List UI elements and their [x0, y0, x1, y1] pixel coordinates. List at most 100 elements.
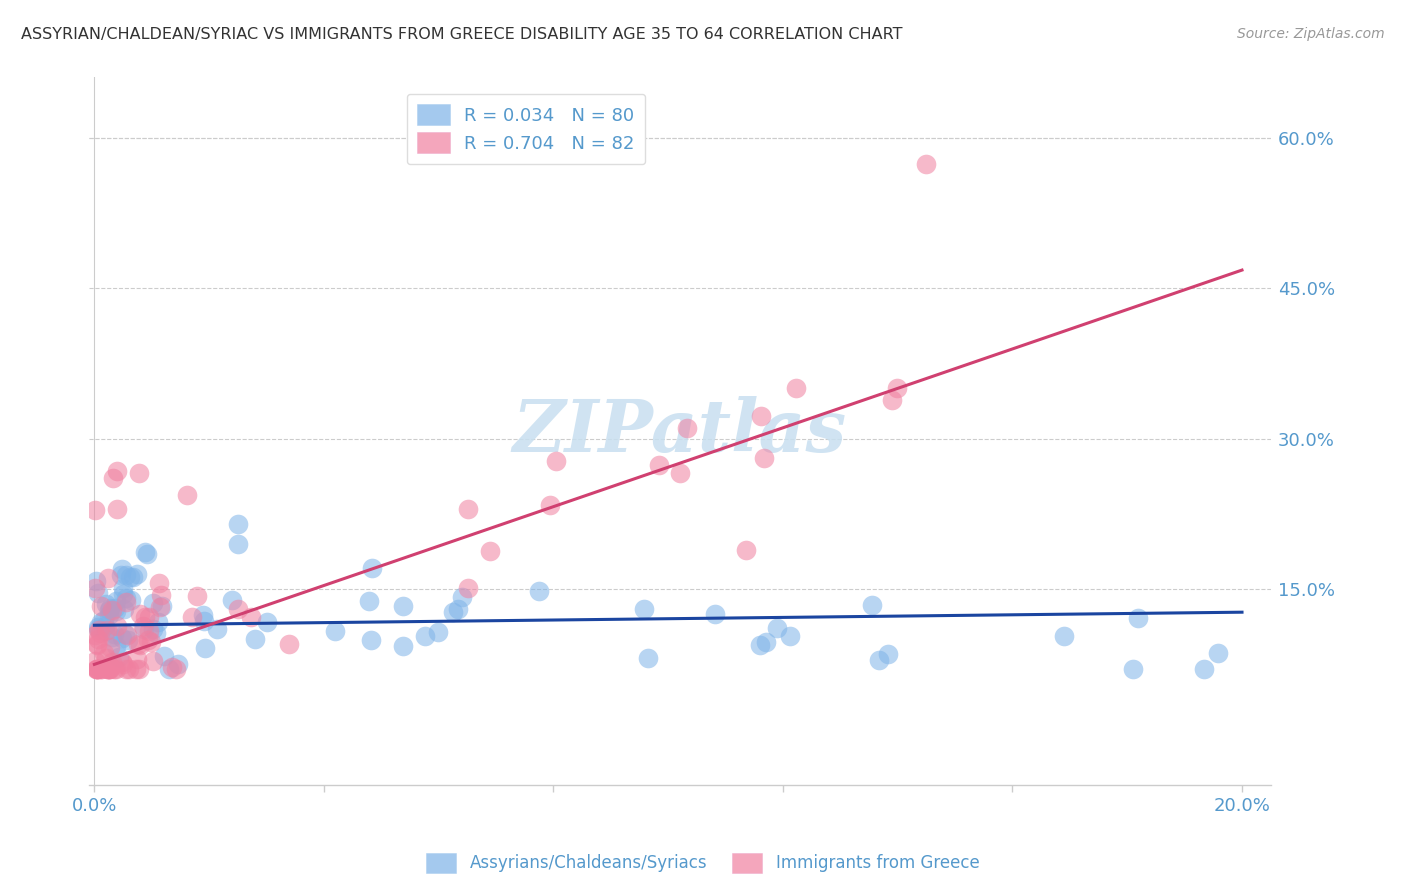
- Point: [427, 624, 450, 639]
- Point: [142, 622, 165, 636]
- Point: [94, 619, 117, 633]
- Point: [114, 627, 136, 641]
- Point: [704, 607, 727, 621]
- Point: [111, 561, 134, 575]
- Point: [755, 634, 778, 648]
- Point: [100, 631, 122, 645]
- Point: [134, 545, 156, 559]
- Point: [146, 615, 169, 629]
- Point: [278, 637, 301, 651]
- Point: [392, 599, 415, 613]
- Point: [134, 610, 156, 624]
- Point: [94, 624, 117, 638]
- Point: [101, 603, 124, 617]
- Point: [93, 613, 115, 627]
- Point: [226, 601, 249, 615]
- Point: [633, 602, 655, 616]
- Legend: Assyrians/Chaldeans/Syriacs, Immigrants from Greece: Assyrians/Chaldeans/Syriacs, Immigrants …: [420, 847, 986, 880]
- Point: [323, 624, 346, 639]
- Point: [766, 622, 789, 636]
- Point: [886, 381, 908, 395]
- Point: [150, 599, 173, 613]
- Point: [110, 568, 132, 582]
- Point: [84, 628, 107, 642]
- Point: [181, 610, 204, 624]
- Point: [441, 605, 464, 619]
- Point: [186, 589, 208, 603]
- Text: Source: ZipAtlas.com: Source: ZipAtlas.com: [1237, 27, 1385, 41]
- Point: [256, 615, 278, 630]
- Point: [104, 604, 127, 618]
- Point: [128, 466, 150, 480]
- Point: [1053, 629, 1076, 643]
- Point: [544, 454, 567, 468]
- Point: [105, 619, 128, 633]
- Point: [120, 592, 142, 607]
- Point: [90, 615, 112, 630]
- Point: [150, 588, 173, 602]
- Point: [108, 650, 131, 665]
- Point: [117, 627, 139, 641]
- Point: [648, 458, 671, 472]
- Point: [111, 631, 134, 645]
- Point: [193, 614, 215, 628]
- Point: [97, 662, 120, 676]
- Point: [243, 632, 266, 646]
- Point: [132, 622, 155, 636]
- Point: [749, 409, 772, 423]
- Point: [96, 651, 118, 665]
- Point: [97, 571, 120, 585]
- Point: [135, 547, 157, 561]
- Point: [84, 574, 107, 589]
- Point: [176, 488, 198, 502]
- Point: [749, 638, 772, 652]
- Point: [111, 655, 134, 669]
- Point: [98, 640, 121, 654]
- Point: [637, 650, 659, 665]
- Point: [84, 581, 107, 595]
- Point: [101, 471, 124, 485]
- Point: [529, 584, 551, 599]
- Point: [115, 591, 138, 606]
- Point: [226, 537, 249, 551]
- Point: [153, 648, 176, 663]
- Point: [96, 662, 118, 676]
- Point: [115, 662, 138, 676]
- Point: [779, 629, 801, 643]
- Point: [860, 599, 883, 613]
- Point: [392, 639, 415, 653]
- Point: [129, 607, 152, 621]
- Point: [87, 622, 110, 636]
- Point: [457, 501, 479, 516]
- Point: [98, 608, 121, 623]
- Point: [122, 570, 145, 584]
- Text: ASSYRIAN/CHALDEAN/SYRIAC VS IMMIGRANTS FROM GREECE DISABILITY AGE 35 TO 64 CORRE: ASSYRIAN/CHALDEAN/SYRIAC VS IMMIGRANTS F…: [21, 27, 903, 42]
- Point: [90, 599, 112, 613]
- Point: [86, 662, 108, 676]
- Point: [450, 590, 472, 604]
- Point: [669, 467, 692, 481]
- Point: [125, 567, 148, 582]
- Point: [103, 662, 125, 676]
- Point: [226, 516, 249, 531]
- Point: [104, 639, 127, 653]
- Point: [101, 655, 124, 669]
- Point: [84, 654, 107, 668]
- Point: [90, 662, 112, 676]
- Point: [754, 450, 776, 465]
- Point: [127, 637, 149, 651]
- Point: [115, 594, 138, 608]
- Point: [142, 596, 165, 610]
- Point: [221, 593, 243, 607]
- Point: [194, 640, 217, 655]
- Point: [880, 392, 903, 407]
- Point: [207, 622, 229, 636]
- Point: [83, 503, 105, 517]
- Point: [86, 637, 108, 651]
- Point: [111, 582, 134, 596]
- Point: [148, 575, 170, 590]
- Point: [478, 543, 501, 558]
- Point: [877, 647, 900, 661]
- Point: [785, 381, 807, 395]
- Point: [676, 421, 699, 435]
